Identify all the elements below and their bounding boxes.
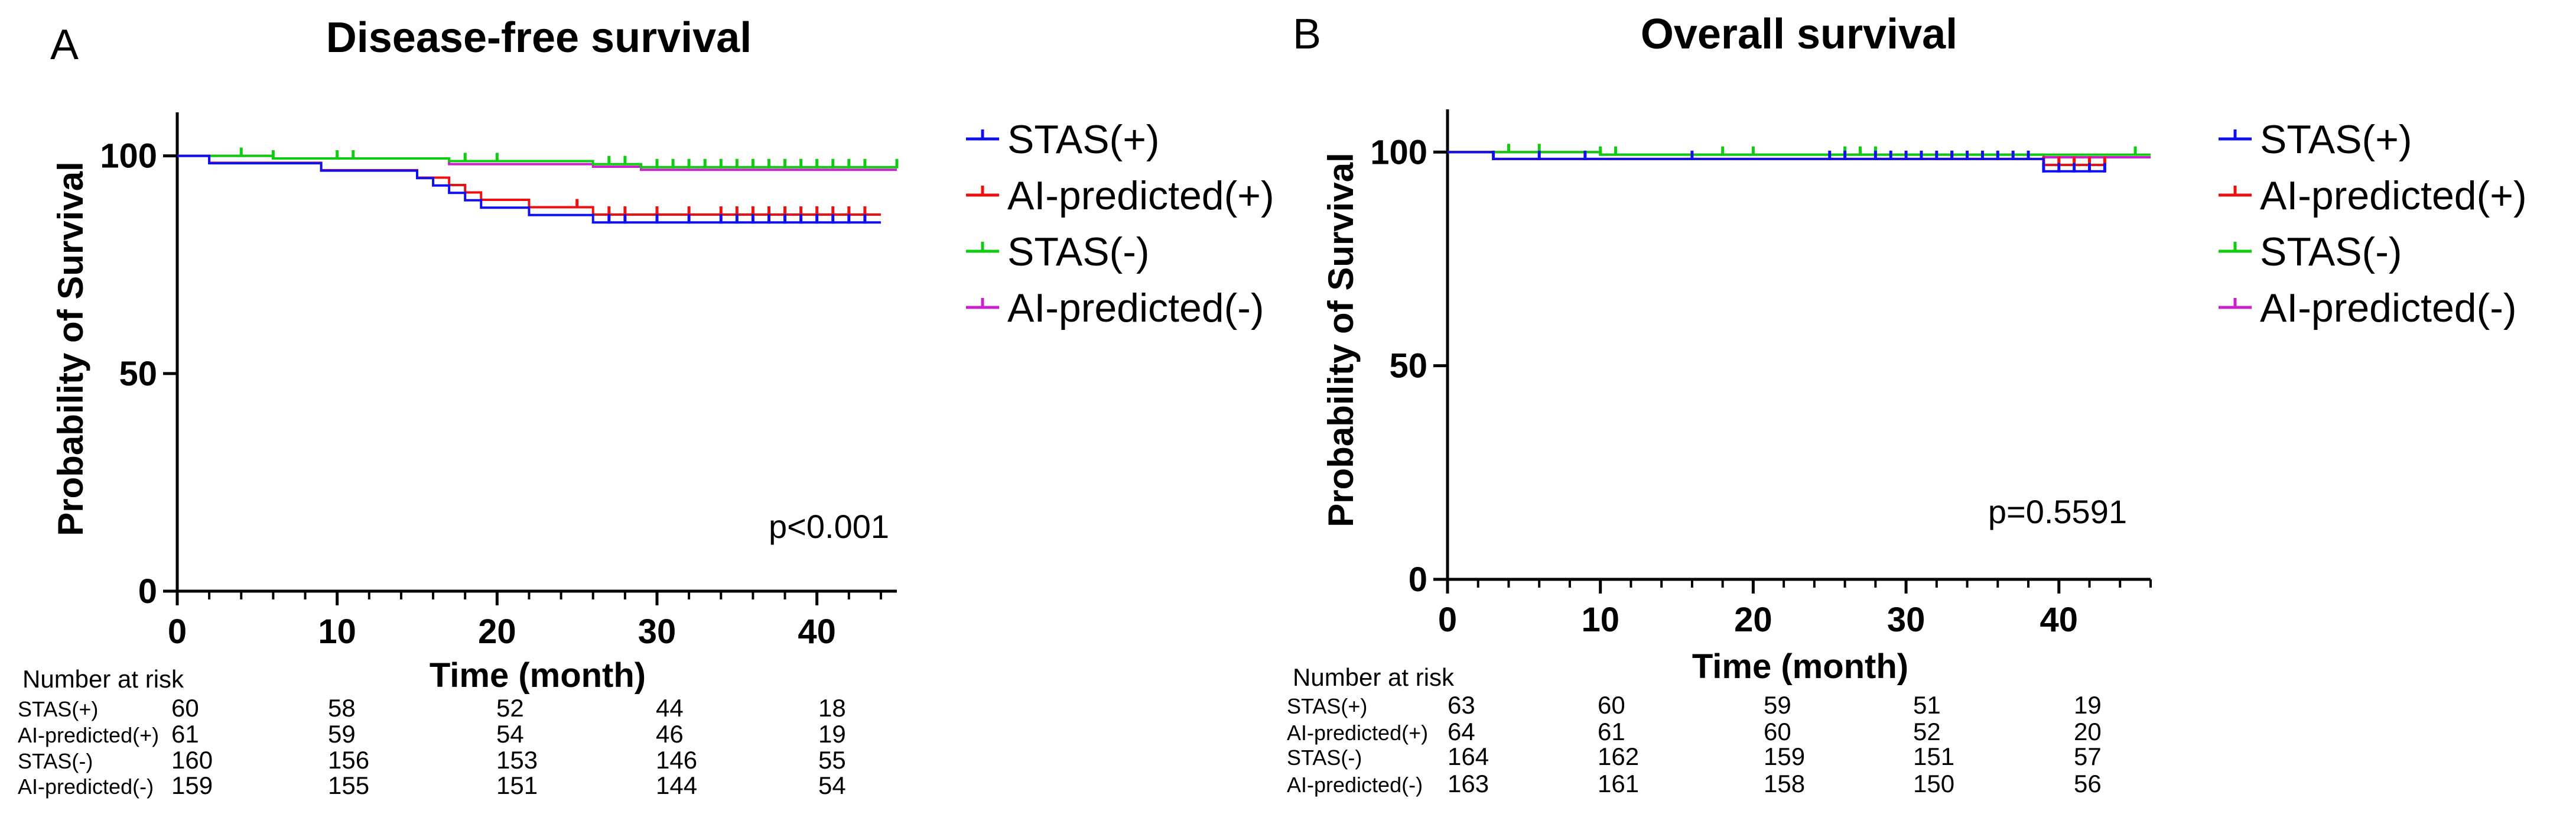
chart-title: Overall survival — [1641, 11, 1957, 58]
risk-table-value: 144 — [656, 771, 697, 799]
y-axis-label: Probability of Survival — [1321, 153, 1361, 527]
survival-curve — [177, 154, 881, 224]
risk-table-row-label: STAS(-) — [1287, 745, 1362, 770]
risk-table-value: 52 — [1913, 718, 1941, 745]
risk-table-value: 59 — [1764, 691, 1791, 719]
x-tick-label: 20 — [478, 612, 516, 651]
risk-table-row-label: AI-predicted(-) — [1287, 773, 1423, 797]
y-tick-label: 50 — [1389, 347, 1427, 385]
risk-table-value: 20 — [2074, 718, 2102, 745]
x-axis-label: Time (month) — [430, 656, 646, 695]
risk-table-row-label: STAS(+) — [1287, 694, 1367, 718]
risk-table-value: 54 — [818, 771, 846, 799]
risk-table-value: 158 — [1764, 770, 1805, 797]
survival-curve — [1448, 151, 2151, 156]
risk-table-value: 19 — [2074, 691, 2102, 719]
risk-table-value: 159 — [171, 771, 213, 799]
risk-table-value: 57 — [2074, 743, 2102, 770]
risk-table-value: 161 — [1598, 770, 1639, 797]
y-tick-label: 0 — [138, 572, 157, 611]
x-tick-label: 10 — [1581, 601, 1619, 639]
risk-table-value: 56 — [2074, 770, 2102, 797]
x-tick-label: 0 — [1438, 601, 1457, 639]
risk-table-value: 63 — [1448, 691, 1475, 719]
legend-label: STAS(+) — [1007, 117, 1160, 162]
risk-table-value: 155 — [328, 771, 369, 799]
y-tick-label: 0 — [1409, 560, 1427, 599]
risk-table-value: 150 — [1913, 770, 1954, 797]
x-tick-label: 40 — [798, 612, 836, 651]
x-tick-label: 0 — [168, 612, 187, 651]
y-tick-label: 100 — [1370, 133, 1427, 171]
risk-table-value: 46 — [656, 720, 684, 748]
risk-table-title: Number at risk — [22, 665, 184, 693]
risk-table-value: 159 — [1764, 743, 1805, 770]
risk-table-value: 60 — [171, 694, 199, 722]
risk-table-row-label: STAS(-) — [18, 749, 93, 773]
survival-curve — [177, 154, 897, 168]
legend-label: AI-predicted(-) — [1007, 286, 1264, 330]
y-axis-label: Probability of Survival — [51, 161, 90, 536]
chart-title: Disease-free survival — [326, 14, 752, 61]
legend-label: AI-predicted(-) — [2260, 286, 2517, 330]
panel-disease-free-survival: A Disease-free survival 0 10 20 30 40 0 50 100 Pro… — [18, 14, 1274, 799]
legend-label: STAS(-) — [2260, 229, 2402, 274]
y-tick-label: 100 — [100, 137, 157, 176]
x-tick-label: 40 — [2040, 601, 2079, 639]
risk-table-value: 163 — [1448, 770, 1489, 797]
panel-letter: A — [50, 21, 79, 69]
risk-table-value: 58 — [328, 694, 356, 722]
risk-table-row-label: AI-predicted(+) — [1287, 721, 1428, 745]
legend-label: STAS(+) — [2260, 117, 2412, 162]
risk-table-value: 151 — [496, 771, 538, 799]
risk-table-value: 160 — [171, 746, 213, 774]
risk-table-value: 18 — [818, 694, 846, 722]
risk-table-value: 55 — [818, 746, 846, 774]
risk-table-value: 52 — [496, 694, 524, 722]
x-tick-label: 30 — [1887, 601, 1926, 639]
risk-table-value: 54 — [496, 720, 524, 748]
risk-table-row-label: AI-predicted(-) — [18, 774, 154, 799]
risk-table-value: 156 — [328, 746, 369, 774]
x-tick-label: 10 — [318, 612, 356, 651]
risk-table-value: 146 — [656, 746, 697, 774]
risk-table-value: 153 — [496, 746, 538, 774]
risk-table-value: 19 — [818, 720, 846, 748]
legend-label: AI-predicted(+) — [2260, 173, 2527, 218]
x-tick-label: 20 — [1734, 601, 1772, 639]
p-value: p<0.001 — [769, 508, 889, 545]
risk-table-value: 60 — [1598, 691, 1625, 719]
x-axis-label: Time (month) — [1692, 647, 1908, 686]
survival-curve — [1448, 151, 2105, 173]
risk-table-row-label: STAS(+) — [18, 697, 98, 721]
legend-label: STAS(-) — [1007, 229, 1150, 274]
p-value: p=0.5591 — [1988, 493, 2127, 530]
risk-table-value: 61 — [171, 720, 199, 748]
panel-overall-survival: B Overall survival 0 10 20 30 40 0 50 100Probabil… — [1287, 11, 2527, 797]
risk-table-value: 61 — [1598, 718, 1625, 745]
risk-table-title: Number at risk — [1293, 663, 1455, 691]
risk-table-value: 44 — [656, 694, 684, 722]
risk-table-value: 64 — [1448, 718, 1475, 745]
risk-table-row-label: AI-predicted(+) — [18, 723, 159, 747]
risk-table-value: 164 — [1448, 743, 1489, 770]
risk-table-value: 51 — [1913, 691, 1941, 719]
risk-table-value: 151 — [1913, 743, 1954, 770]
risk-table-value: 162 — [1598, 743, 1639, 770]
legend-label: AI-predicted(+) — [1007, 173, 1274, 218]
x-tick-label: 30 — [638, 612, 676, 651]
risk-table-value: 59 — [328, 720, 356, 748]
y-tick-label: 50 — [119, 355, 157, 393]
risk-table-value: 60 — [1764, 718, 1791, 745]
panel-letter: B — [1293, 11, 1321, 58]
